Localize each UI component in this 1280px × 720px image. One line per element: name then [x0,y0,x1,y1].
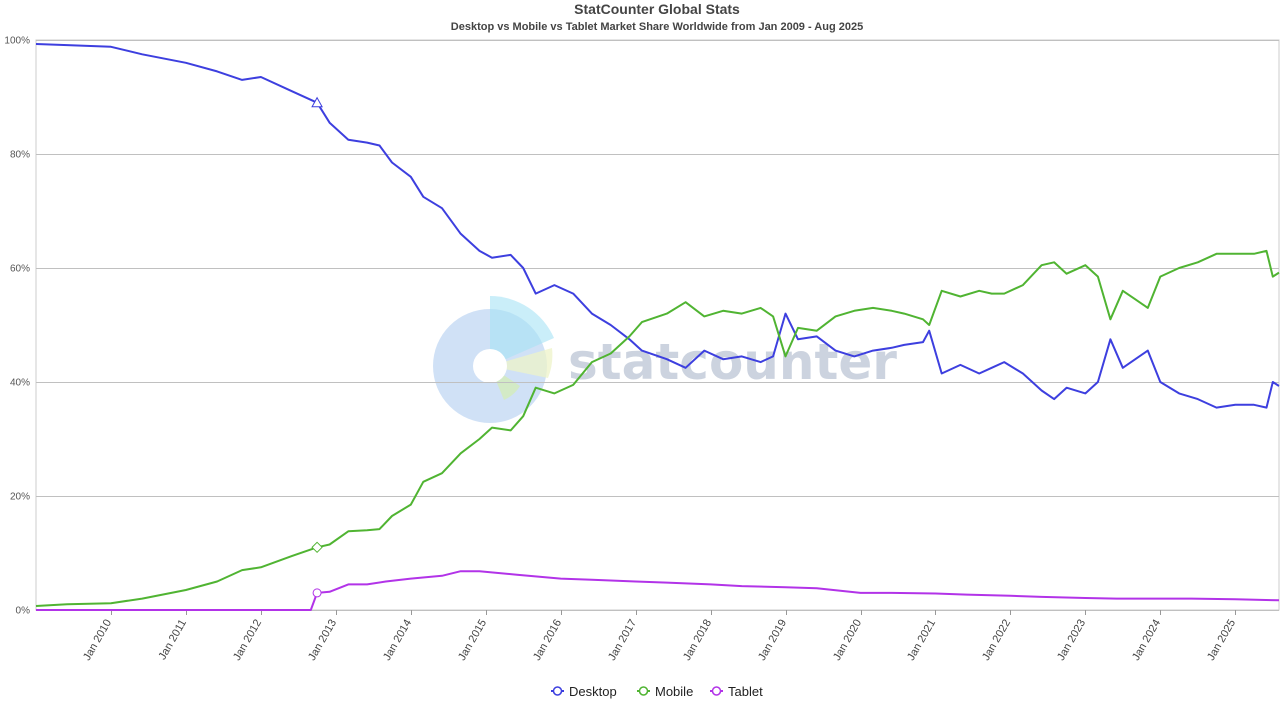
legend-swatch-marker [552,686,563,696]
y-tick-label: 20% [10,492,30,503]
watermark-pie-yellow [490,348,553,378]
legend-swatch-marker [638,686,649,696]
legend-label: Desktop [569,684,617,699]
series-line-tablet [36,570,1280,611]
legend-item-tablet[interactable]: Tablet [710,684,763,699]
legend: Desktop Mobile Tablet [551,684,763,699]
y-tick-label: 100% [4,36,30,47]
watermark-pie-hole [473,349,507,383]
series-marker-desktop [311,96,323,108]
legend-item-desktop[interactable]: Desktop [551,684,617,699]
watermark-pie-cyan [490,296,554,366]
legend-label: Mobile [655,684,693,699]
series-marker-tablet [312,588,322,598]
chart-subtitle: Desktop vs Mobile vs Tablet Market Share… [451,21,863,33]
series-line-mobile [35,249,1280,607]
legend-item-mobile[interactable]: Mobile [637,684,693,699]
y-tick-label: 0% [16,606,31,617]
series-line-desktop [35,43,1280,409]
series-layer [35,43,1280,611]
legend-label: Tablet [728,684,763,699]
series-marker-mobile [311,541,323,554]
y-axis: 0% 20% 40% 60% 80% 100% [4,36,30,617]
legend-swatch-marker [711,686,722,696]
watermark: statcounter [433,296,897,423]
y-tick-label: 40% [10,378,30,389]
y-tick-label: 80% [10,150,30,161]
chart-title: StatCounter Global Stats [574,1,740,17]
y-tick-label: 60% [10,264,30,275]
